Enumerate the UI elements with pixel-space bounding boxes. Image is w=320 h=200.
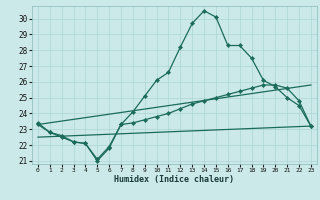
X-axis label: Humidex (Indice chaleur): Humidex (Indice chaleur) bbox=[115, 175, 234, 184]
